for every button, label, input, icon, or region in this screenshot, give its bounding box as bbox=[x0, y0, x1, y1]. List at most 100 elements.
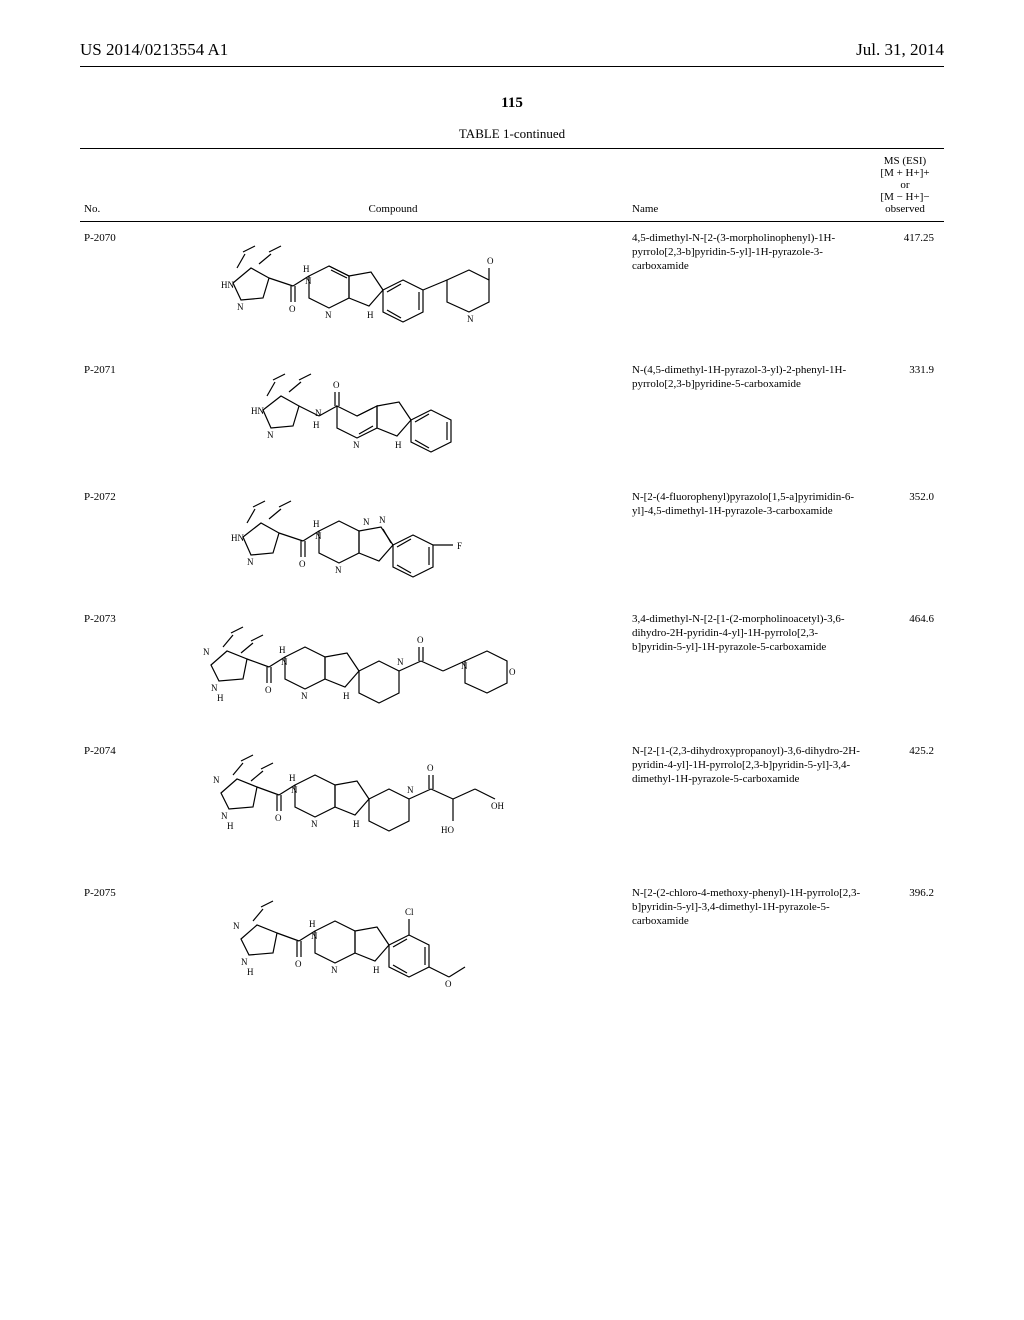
compound-name: N-(4,5-dimethyl-1H-pyrazol-3-yl)-2-pheny… bbox=[628, 354, 866, 481]
svg-text:N: N bbox=[363, 517, 370, 527]
compound-ms: 464.6 bbox=[866, 603, 944, 735]
svg-text:H: H bbox=[395, 440, 402, 450]
compound-structure: HN N H N O N N N F bbox=[158, 481, 628, 603]
compound-name: N-[2-(4-fluorophenyl)pyrazolo[1,5-a]pyri… bbox=[628, 481, 866, 603]
svg-text:HN: HN bbox=[251, 406, 264, 416]
compound-ms: 417.25 bbox=[866, 222, 944, 355]
svg-text:H: H bbox=[279, 645, 286, 655]
table-row: P-2074 N N H bbox=[80, 735, 944, 877]
svg-text:O: O bbox=[417, 635, 424, 645]
svg-text:N: N bbox=[221, 811, 228, 821]
svg-text:H: H bbox=[313, 519, 320, 529]
structure-icon: N N H H N O N H Cl O bbox=[223, 883, 563, 1003]
svg-text:N: N bbox=[467, 314, 474, 324]
compound-name: 4,5-dimethyl-N-[2-(3-morpholinophenyl)-1… bbox=[628, 222, 866, 355]
svg-text:F: F bbox=[457, 541, 462, 551]
svg-text:H: H bbox=[217, 693, 224, 703]
compound-table: No. Compound Name MS (ESI) [M + H+]+ or … bbox=[80, 148, 944, 1009]
svg-text:H: H bbox=[373, 965, 380, 975]
structure-icon: N N H H N O N H N O N O bbox=[193, 609, 593, 729]
svg-text:O: O bbox=[265, 685, 272, 695]
structure-icon: N N H H N O N H N O HO OH bbox=[203, 741, 583, 871]
col-header-compound: Compound bbox=[158, 149, 628, 222]
svg-text:N: N bbox=[211, 683, 218, 693]
table-row: P-2071 HN N H N O N bbox=[80, 354, 944, 481]
svg-text:N: N bbox=[237, 302, 244, 312]
svg-text:H: H bbox=[289, 773, 296, 783]
svg-text:N: N bbox=[407, 785, 414, 795]
table-caption: TABLE 1-continued bbox=[0, 126, 1024, 142]
compound-structure: N N H H N O N H N O N O bbox=[158, 603, 628, 735]
svg-text:N: N bbox=[305, 276, 312, 286]
structure-icon: HN N H N O N H N O bbox=[213, 228, 573, 348]
svg-text:N: N bbox=[301, 691, 308, 701]
structure-icon: HN N H N O N N N F bbox=[223, 487, 563, 597]
svg-text:N: N bbox=[203, 647, 210, 657]
svg-text:O: O bbox=[333, 380, 340, 390]
svg-text:Cl: Cl bbox=[405, 907, 414, 917]
col-header-name: Name bbox=[628, 149, 866, 222]
svg-text:O: O bbox=[289, 304, 296, 314]
patent-date: Jul. 31, 2014 bbox=[856, 40, 944, 60]
svg-text:H: H bbox=[247, 967, 254, 977]
svg-text:H: H bbox=[353, 819, 360, 829]
compound-no: P-2070 bbox=[80, 222, 158, 355]
col-header-no: No. bbox=[80, 149, 158, 222]
svg-text:O: O bbox=[299, 559, 306, 569]
svg-text:N: N bbox=[241, 957, 248, 967]
svg-text:N: N bbox=[315, 531, 322, 541]
svg-text:H: H bbox=[309, 919, 316, 929]
svg-text:N: N bbox=[331, 965, 338, 975]
table-row: P-2073 N N H bbox=[80, 603, 944, 735]
svg-text:HN: HN bbox=[231, 533, 244, 543]
compound-structure: N N H H N O N H Cl O bbox=[158, 877, 628, 1009]
svg-text:HO: HO bbox=[441, 825, 454, 835]
svg-text:N: N bbox=[291, 785, 298, 795]
structure-icon: HN N H N O N H bbox=[243, 360, 543, 475]
svg-text:N: N bbox=[397, 657, 404, 667]
table-wrap: No. Compound Name MS (ESI) [M + H+]+ or … bbox=[80, 148, 944, 1009]
svg-text:N: N bbox=[233, 921, 240, 931]
svg-text:N: N bbox=[379, 515, 386, 525]
table-row: P-2072 HN N H N O bbox=[80, 481, 944, 603]
svg-text:O: O bbox=[427, 763, 434, 773]
compound-structure: HN N H N O N H bbox=[158, 354, 628, 481]
compound-no: P-2073 bbox=[80, 603, 158, 735]
compound-ms: 331.9 bbox=[866, 354, 944, 481]
header-rule bbox=[80, 66, 944, 67]
svg-text:H: H bbox=[367, 310, 374, 320]
compound-name: N-[2-[1-(2,3-dihydroxypropanoyl)-3,6-dih… bbox=[628, 735, 866, 877]
col-header-ms: MS (ESI) [M + H+]+ or [M − H+]− observed bbox=[866, 149, 944, 222]
svg-text:HN: HN bbox=[221, 280, 234, 290]
compound-no: P-2071 bbox=[80, 354, 158, 481]
compound-structure: HN N H N O N H N O bbox=[158, 222, 628, 355]
patent-id: US 2014/0213554 A1 bbox=[80, 40, 228, 60]
compound-no: P-2074 bbox=[80, 735, 158, 877]
svg-text:O: O bbox=[295, 959, 302, 969]
compound-ms: 352.0 bbox=[866, 481, 944, 603]
svg-text:N: N bbox=[353, 440, 360, 450]
svg-text:N: N bbox=[281, 657, 288, 667]
page-header: US 2014/0213554 A1 Jul. 31, 2014 bbox=[0, 0, 1024, 64]
svg-text:N: N bbox=[311, 931, 318, 941]
compound-ms: 396.2 bbox=[866, 877, 944, 1009]
svg-text:O: O bbox=[487, 256, 494, 266]
table-row: P-2075 N N H H N bbox=[80, 877, 944, 1009]
svg-text:N: N bbox=[213, 775, 220, 785]
svg-text:O: O bbox=[509, 667, 516, 677]
svg-text:H: H bbox=[313, 420, 320, 430]
svg-text:N: N bbox=[311, 819, 318, 829]
svg-text:N: N bbox=[315, 408, 322, 418]
svg-text:O: O bbox=[275, 813, 282, 823]
svg-text:N: N bbox=[461, 661, 468, 671]
svg-text:N: N bbox=[335, 565, 342, 575]
svg-text:N: N bbox=[325, 310, 332, 320]
svg-text:H: H bbox=[303, 264, 310, 274]
compound-no: P-2075 bbox=[80, 877, 158, 1009]
svg-text:H: H bbox=[343, 691, 350, 701]
page-number: 115 bbox=[0, 95, 1024, 112]
svg-text:H: H bbox=[227, 821, 234, 831]
svg-text:OH: OH bbox=[491, 801, 504, 811]
svg-text:O: O bbox=[445, 979, 452, 989]
compound-ms: 425.2 bbox=[866, 735, 944, 877]
